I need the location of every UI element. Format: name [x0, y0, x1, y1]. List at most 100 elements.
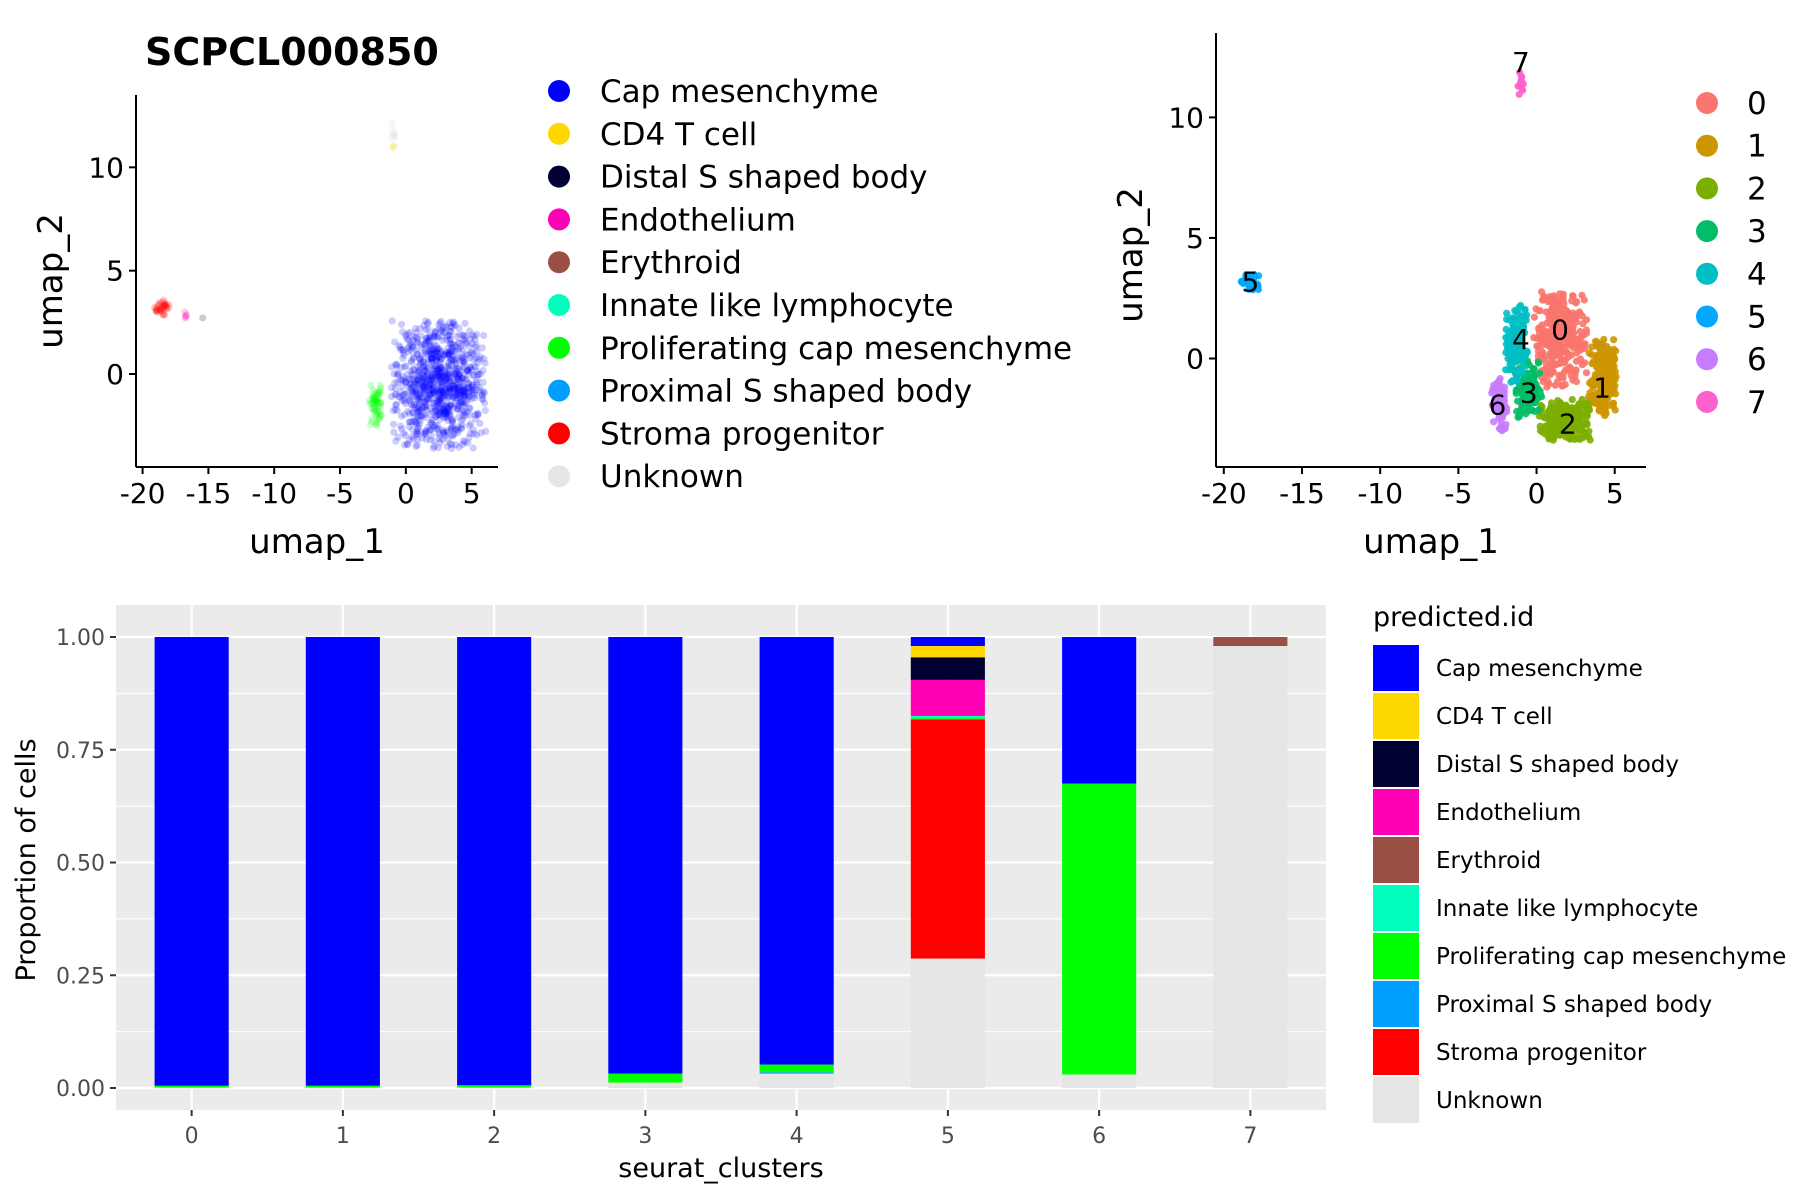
- umap-point: [410, 353, 418, 361]
- umap-point: [434, 366, 442, 374]
- legend-label: 4: [1747, 257, 1767, 293]
- umap-point: [415, 367, 423, 375]
- umap-point: [436, 408, 444, 416]
- umap-point: [481, 359, 489, 367]
- umap-point: [397, 363, 405, 372]
- umap-point: [408, 432, 416, 441]
- bar-segment: [910, 719, 985, 959]
- umap-point: [429, 356, 437, 364]
- umap-point: [454, 406, 462, 414]
- umap-point: [444, 405, 452, 414]
- umap-point: [396, 343, 404, 351]
- umap-point: [394, 372, 402, 380]
- umap-point: [423, 435, 431, 443]
- umap-point: [437, 364, 445, 372]
- umap-point: [426, 386, 434, 394]
- umap-point: [448, 323, 456, 331]
- umap-point: [398, 376, 406, 384]
- umap-point: [438, 373, 446, 381]
- umap-point: [441, 351, 449, 359]
- umap-point: [371, 402, 379, 410]
- legend-label: Unknown: [1436, 1088, 1543, 1114]
- umap-point: [459, 411, 467, 419]
- umap-point: [443, 404, 451, 412]
- umap-point: [414, 412, 422, 420]
- bar-segment: [759, 1073, 834, 1088]
- umap-point: [462, 332, 471, 340]
- umap-point: [421, 380, 429, 388]
- umap-point: [441, 414, 450, 422]
- umap-point: [433, 402, 441, 410]
- umap-point: [426, 386, 434, 394]
- umap-point: [453, 367, 461, 375]
- umap-point: [1559, 290, 1567, 298]
- umap-point: [446, 318, 454, 327]
- umap-point: [1569, 312, 1577, 320]
- umap-point: [1595, 395, 1603, 403]
- umap-point: [433, 398, 441, 406]
- umap-point: [421, 384, 429, 392]
- umap-point: [436, 398, 444, 406]
- umap-point: [458, 424, 466, 432]
- y-tick-label: 5: [1186, 222, 1204, 255]
- legend-label: Cap mesenchyme: [600, 74, 879, 110]
- umap-point: [439, 413, 447, 421]
- umap-point: [440, 367, 448, 375]
- umap-point: [465, 354, 473, 362]
- umap-point: [457, 343, 465, 351]
- umap-point: [416, 394, 424, 402]
- umap-point: [414, 375, 422, 383]
- umap-point: [437, 391, 445, 399]
- legend-label: Proliferating cap mesenchyme: [600, 331, 1072, 367]
- umap-point: [414, 408, 422, 416]
- umap-point: [435, 370, 443, 378]
- umap-point: [443, 348, 451, 356]
- legend-key: [1373, 1029, 1419, 1075]
- umap-point: [427, 372, 435, 381]
- umap-point: [373, 409, 381, 418]
- umap-point: [397, 422, 405, 430]
- y-tick-label: 0.25: [56, 964, 105, 989]
- umap-point: [443, 410, 451, 418]
- umap-point: [389, 406, 397, 414]
- umap-point: [416, 355, 425, 363]
- legend-label: 1: [1747, 129, 1767, 165]
- cluster-label: 6: [1489, 388, 1507, 421]
- umap-point: [401, 400, 410, 408]
- umap-point: [401, 441, 409, 449]
- umap-celltype-title: SCPCL000850: [145, 30, 439, 74]
- x-tick-label: 0: [1528, 477, 1546, 510]
- legend-key: [548, 465, 570, 488]
- umap-celltype-x-ticks: -20 -15 -10 -5 0 5: [120, 467, 481, 510]
- umap-point: [426, 419, 435, 427]
- legend-label: Innate like lymphocyte: [600, 288, 954, 324]
- umap-point: [425, 365, 433, 373]
- umap-point: [1579, 320, 1587, 328]
- umap-point: [441, 392, 449, 400]
- umap-point: [371, 396, 379, 404]
- umap-point: [399, 373, 407, 381]
- umap-point: [424, 370, 432, 378]
- umap-point: [414, 423, 423, 431]
- umap-cluster-y-ticks: 0 5 10: [1168, 101, 1216, 376]
- legend-label: Stroma progenitor: [600, 416, 884, 452]
- umap-point: [461, 337, 469, 345]
- umap-point: [398, 425, 406, 433]
- umap-point: [457, 367, 465, 375]
- umap-point: [460, 389, 468, 397]
- umap-point: [468, 340, 476, 348]
- umap-point: [408, 385, 416, 393]
- umap-point: [424, 423, 432, 431]
- bar-y-ticks: 0.00 0.25 0.50 0.75 1.00: [56, 626, 116, 1102]
- bar-segment: [457, 637, 532, 1086]
- umap-point: [407, 394, 415, 402]
- umap-point: [416, 406, 424, 414]
- umap-point: [443, 351, 451, 360]
- umap-point: [1529, 366, 1537, 374]
- umap-point: [462, 351, 470, 359]
- umap-point: [415, 396, 423, 404]
- umap-point: [1528, 406, 1536, 414]
- umap-point: [392, 361, 400, 369]
- umap-point: [460, 332, 468, 340]
- umap-point: [427, 372, 435, 380]
